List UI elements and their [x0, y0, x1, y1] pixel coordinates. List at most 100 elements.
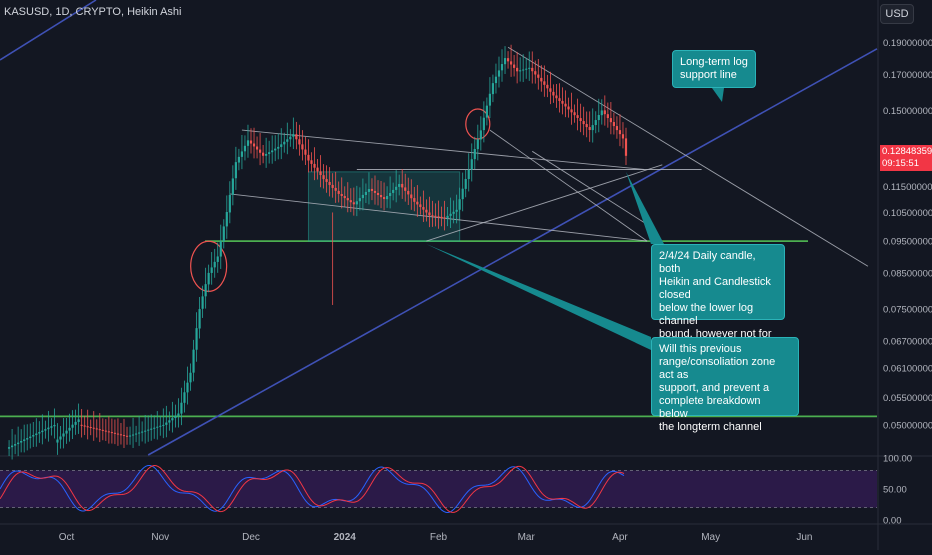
candle-body [110, 432, 113, 434]
candle-body [540, 77, 543, 82]
candle-body [271, 150, 274, 153]
ascending-trendline [426, 164, 663, 242]
candle-body [74, 421, 77, 425]
candle-body [437, 216, 440, 218]
candle-body [531, 67, 534, 72]
candle-body [352, 202, 355, 205]
symbol-title[interactable]: KASUSD, 1D, CRYPTO, Heikin Ashi [4, 6, 182, 18]
candle-body [579, 118, 582, 122]
candle-body [591, 125, 594, 131]
candle-body [425, 209, 428, 213]
candle-body [370, 188, 374, 191]
candle-body [588, 127, 591, 130]
candle-body [174, 415, 177, 419]
candle-body [243, 145, 247, 152]
time-tick-label: Mar [518, 532, 536, 543]
candle-body [44, 429, 47, 431]
candle-body [570, 109, 573, 113]
time-tick-label: Apr [612, 532, 628, 543]
candle-body [147, 429, 150, 431]
candle-body [268, 152, 271, 154]
candle-body [98, 429, 101, 431]
candle-body [585, 124, 588, 128]
candle-body [600, 110, 603, 116]
candle-body [549, 88, 552, 92]
currency-button[interactable]: USD [880, 4, 914, 24]
candle-body [431, 215, 434, 217]
candle-body [618, 130, 622, 135]
candle-body [310, 160, 313, 164]
callout-support-line[interactable]: Long-term log support line [672, 50, 756, 88]
candle-body [522, 69, 525, 71]
candle-body [171, 418, 174, 421]
callout-daily-candle[interactable]: 2/4/24 Daily candle, both Heikin and Can… [651, 244, 785, 366]
candle-body [292, 134, 295, 137]
candle-body [582, 121, 585, 125]
candle-body [14, 444, 17, 446]
candle-body [479, 130, 482, 140]
candle-body [237, 156, 241, 163]
candle-body [334, 187, 337, 191]
candle-body [476, 139, 479, 150]
candle-body [367, 189, 371, 192]
candle-body [138, 432, 141, 434]
candle-body [488, 93, 492, 106]
candle-body [470, 159, 473, 170]
candle-body [228, 194, 231, 213]
candle-body [265, 153, 268, 156]
price-tick-label: 0.19000000 [883, 38, 932, 49]
candle-body [274, 148, 277, 151]
candle-body [62, 433, 65, 437]
candle-body [573, 112, 576, 116]
stoch-rsi-d-line [0, 464, 625, 513]
candle-body [416, 201, 419, 205]
candle-body [552, 91, 555, 96]
candle-body [503, 58, 507, 65]
price-tick-label: 0.10500000 [883, 208, 932, 219]
rsi-tick-label: 50.00 [883, 485, 907, 496]
candle-body [392, 189, 395, 193]
candle-body [210, 267, 213, 273]
candle-body [92, 427, 95, 429]
candle-body [207, 272, 210, 285]
candle-body [494, 76, 498, 84]
price-tick-label: 0.07500000 [883, 304, 932, 315]
fan-line-2 [532, 150, 651, 227]
candle-body [280, 144, 283, 147]
candle-body [561, 100, 564, 104]
candle-body [101, 429, 104, 431]
candle-body [343, 196, 346, 199]
candle-body [410, 194, 413, 199]
rsi-tick-label: 0.00 [883, 516, 902, 527]
candle-body [219, 241, 222, 257]
candle-body [482, 117, 485, 131]
candle-body [440, 216, 443, 218]
price-tick-label: 0.08500000 [883, 268, 932, 279]
candle-body [222, 226, 225, 242]
candle-body [358, 198, 361, 202]
candle-body [104, 430, 107, 432]
callout-pointer-support [712, 88, 724, 102]
time-tick-label: Dec [242, 532, 260, 543]
candle-body [319, 171, 322, 176]
candle-body [382, 197, 386, 200]
candle-body [307, 154, 310, 161]
candle-body [59, 436, 62, 440]
candle-body [125, 435, 129, 437]
candle-body [621, 134, 625, 139]
time-tick-label: Oct [59, 532, 75, 543]
price-tick-label: 0.17000000 [883, 70, 932, 81]
candle-body [289, 136, 292, 140]
candle-body [156, 426, 159, 428]
time-tick-label: 2024 [334, 532, 357, 543]
candle-body [497, 70, 501, 77]
rsi-tick-label: 100.00 [883, 454, 912, 465]
candle-body [537, 74, 540, 78]
candle-body [162, 424, 165, 426]
candle-body [240, 151, 244, 157]
candle-body [29, 436, 32, 439]
candle-body [449, 213, 452, 216]
callout-range-question[interactable]: Will this previous range/consoliation zo… [651, 337, 799, 433]
